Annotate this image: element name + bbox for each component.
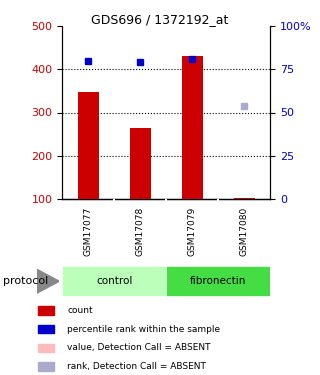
Bar [62,266,166,296]
Text: protocol: protocol [3,276,48,286]
Text: value, Detection Call = ABSENT: value, Detection Call = ABSENT [67,344,211,352]
Bar [38,325,54,333]
Bar [38,362,54,371]
Bar [38,306,54,315]
Bar [38,344,54,352]
Bar [182,57,203,199]
Text: fibronectin: fibronectin [190,276,247,286]
Text: percentile rank within the sample: percentile rank within the sample [67,324,220,334]
Text: GSM17078: GSM17078 [136,207,145,256]
Text: GSM17080: GSM17080 [240,207,249,256]
Bar [166,266,270,296]
Text: control: control [96,276,132,286]
Bar [234,198,255,199]
Text: count: count [67,306,93,315]
Text: GDS696 / 1372192_at: GDS696 / 1372192_at [91,13,229,26]
Text: GSM17077: GSM17077 [84,207,93,256]
Bar [78,92,99,199]
Polygon shape [37,269,59,293]
Text: rank, Detection Call = ABSENT: rank, Detection Call = ABSENT [67,362,206,371]
Text: GSM17079: GSM17079 [188,207,197,256]
Bar [130,129,151,199]
